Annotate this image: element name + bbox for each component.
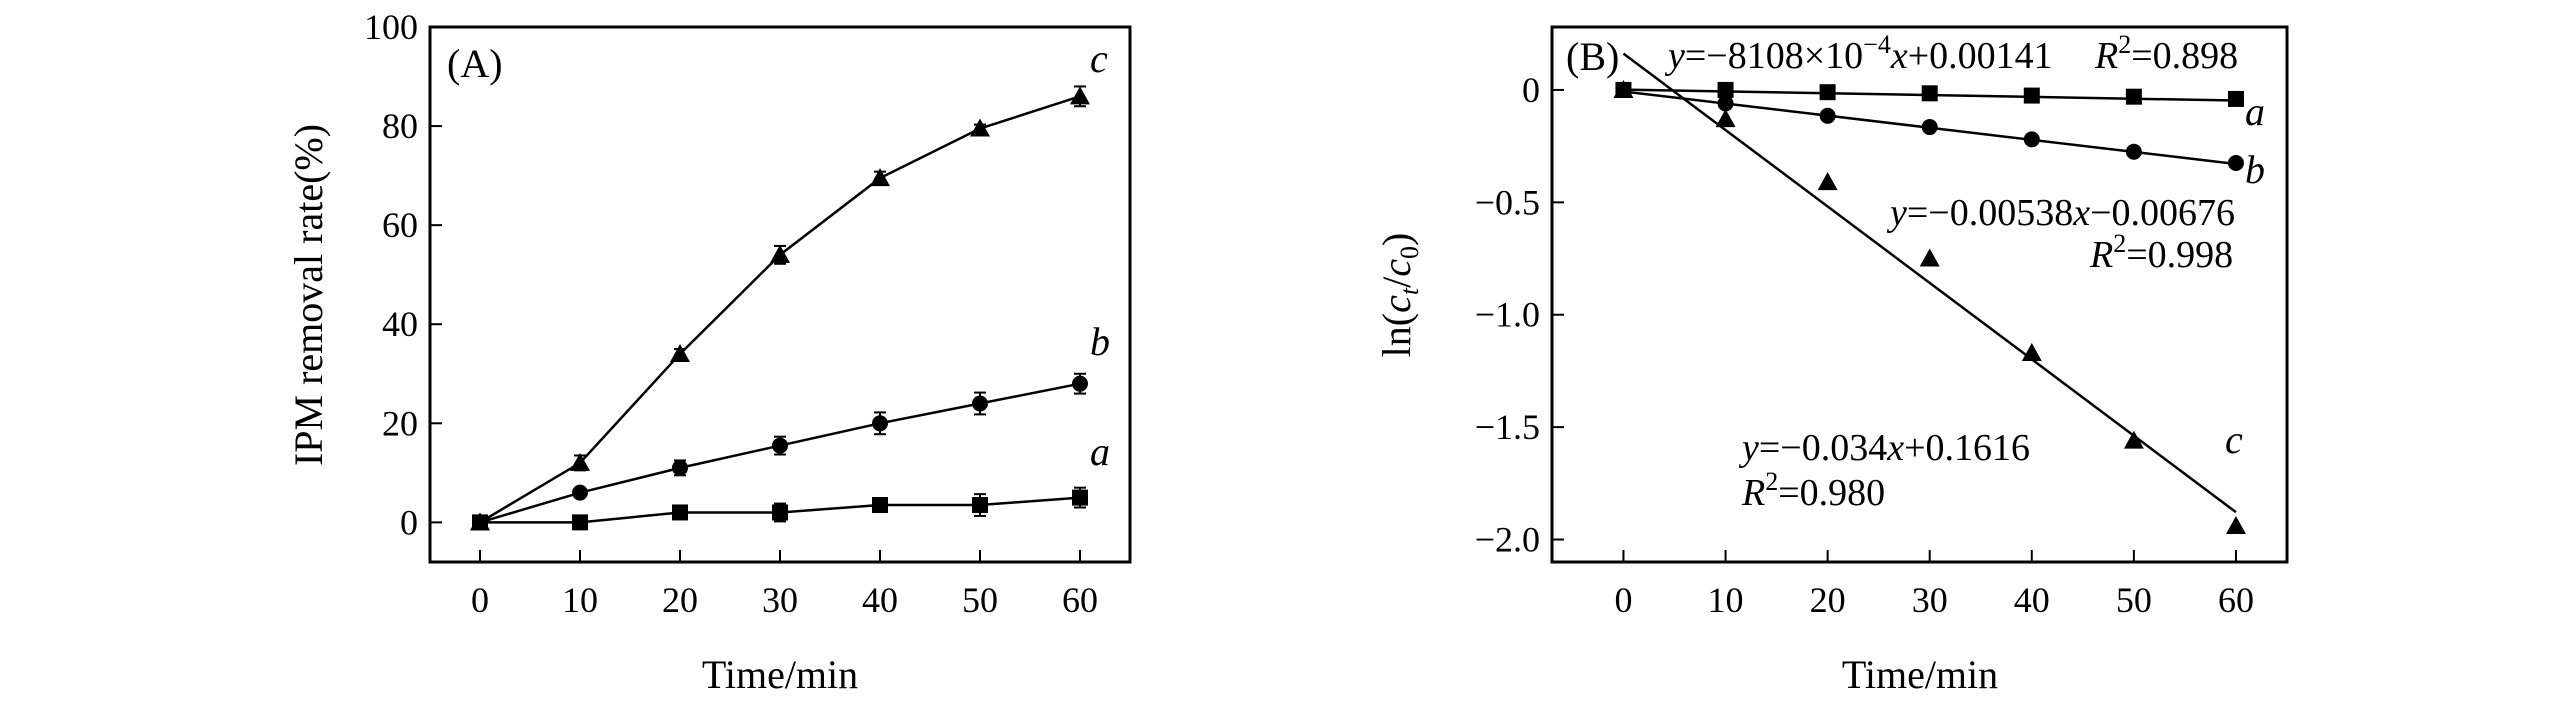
panel-b-point-a — [2227, 90, 2244, 107]
panel-a-y-ticks: 0 20 40 60 80 100 — [364, 7, 442, 542]
panel-a-y-tick-label: 80 — [382, 106, 418, 146]
panel-b-r2-b: R2=0.998 — [2089, 229, 2233, 276]
panel-b-point-b — [1819, 107, 1836, 124]
panel-b-point-c — [2021, 342, 2042, 361]
panel-a-y-axis-label: IPM removal rate(%) — [286, 124, 331, 466]
panel-b-point-c — [1613, 79, 1634, 98]
panel-a-point-c — [670, 343, 690, 362]
panel-a-x-tick-label: 10 — [562, 580, 598, 620]
panel-a-y-tick-label: 20 — [382, 403, 418, 443]
panel-a-point-c — [870, 168, 890, 187]
panel-a-y-tick-label: 0 — [400, 502, 418, 542]
panel-b-point-c — [1919, 248, 1940, 267]
panel-a-point-c — [1070, 86, 1090, 105]
panel-b-x-axis-label: Time/min — [1842, 652, 1998, 697]
panel-a-x-axis-label: Time/min — [702, 652, 858, 697]
panel-a-x-tick-label: 30 — [762, 580, 798, 620]
panel-b-y-axis-label: ln(ct/c0) — [1374, 233, 1424, 358]
panel-a-point-b — [972, 395, 988, 412]
panel-b-point-b — [1921, 119, 1938, 136]
panel-b-point-c — [2123, 430, 2144, 449]
panel-a-x-ticks: 0 10 20 30 40 50 60 — [471, 550, 1098, 620]
panel-b-point-a — [2023, 87, 2040, 104]
panel-a-point-c — [470, 512, 490, 531]
panel-b-point-b — [2023, 131, 2040, 148]
panel-b-x-tick-label: 40 — [2014, 580, 2050, 620]
panel-a-y-tick-label: 100 — [364, 7, 418, 47]
panel-b-x-tick-label: 50 — [2116, 580, 2152, 620]
panel-b-point-a — [2125, 88, 2142, 105]
panel-a-point-a — [1072, 489, 1088, 506]
panel-b-point-b — [2227, 154, 2244, 171]
panel-a-point-a — [872, 497, 888, 514]
panel-b-r2-a: R2=0.898 — [2094, 30, 2238, 77]
panel-b-point-c — [1817, 172, 1838, 191]
panel-a-point-b — [872, 415, 888, 432]
panel-a-point-c — [970, 118, 990, 137]
panel-b-y-tick-label: −1.5 — [1475, 407, 1540, 447]
panel-b-point-c — [2225, 516, 2246, 535]
panel-a-curve-label-a: a — [1090, 429, 1110, 474]
panel-b: (B) 0 −0.5 −1.0 −1.5 −2.0 0 10 20 30 40 50 60 Time… — [1374, 25, 2289, 697]
panel-b-tag: (B) — [1566, 34, 1619, 79]
panel-b-equation-b: y=−0.00538x−0.00676 — [1886, 192, 2235, 234]
panel-b-point-b — [2125, 143, 2142, 160]
panel-a-point-b — [772, 437, 788, 454]
panel-b-curve-label-b: b — [2245, 147, 2265, 192]
panel-b-r2-c: R2=0.980 — [1741, 467, 1885, 514]
panel-a-point-a — [672, 504, 688, 521]
panel-b-x-tick-label: 60 — [2218, 580, 2254, 620]
panel-a-point-a — [772, 504, 788, 521]
panel-a-curve-label-b: b — [1090, 319, 1110, 364]
panel-a-curve-label-c: c — [1090, 36, 1108, 81]
panel-a-x-tick-label: 60 — [1062, 580, 1098, 620]
panel-b-frame — [1550, 25, 2289, 564]
panel-a-point-b — [1072, 375, 1088, 392]
panel-b-x-ticks: 0 10 20 30 40 50 60 — [1614, 550, 2254, 620]
panel-b-y-tick-label: −2.0 — [1475, 520, 1540, 560]
panel-a-point-a — [972, 497, 988, 514]
panel-b-point-b — [1717, 95, 1734, 112]
panel-a-y-tick-label: 60 — [382, 205, 418, 245]
panel-b-y-ticks: 0 −0.5 −1.0 −1.5 −2.0 — [1475, 70, 1564, 560]
panel-b-curve-label-c: c — [2225, 417, 2243, 462]
panel-b-curve-label-a: a — [2245, 89, 2265, 134]
panel-b-point-c — [1715, 109, 1736, 128]
panel-b-equation-c: y=−0.034x+0.1616 — [1738, 427, 2030, 469]
panel-b-x-tick-label: 10 — [1708, 580, 1744, 620]
panel-b-equation-a: y=−8108×10−4x+0.00141 — [1664, 30, 2053, 77]
panel-b-point-a — [1921, 85, 1938, 102]
panel-a-point-c — [570, 452, 590, 471]
panel-a-y-tick-label: 40 — [382, 304, 418, 344]
panel-a-series — [470, 85, 1090, 531]
panel-a-line-c — [479, 95, 1081, 524]
panel-b-x-tick-label: 30 — [1912, 580, 1948, 620]
panel-b-point-a — [1819, 84, 1836, 101]
panel-a-x-tick-label: 40 — [862, 580, 898, 620]
panel-b-y-tick-label: −1.0 — [1475, 295, 1540, 335]
panel-b-point-a — [1717, 81, 1734, 98]
panel-a-point-b — [572, 484, 588, 501]
panel-b-series — [1613, 79, 2246, 535]
panel-b-x-tick-label: 20 — [1810, 580, 1846, 620]
panel-a-point-b — [672, 459, 688, 476]
panel-b-x-tick-label: 0 — [1614, 580, 1632, 620]
panel-a-x-tick-label: 20 — [662, 580, 698, 620]
panel-a-x-tick-label: 0 — [471, 580, 489, 620]
panel-b-y-tick-label: −0.5 — [1475, 182, 1540, 222]
panel-a-x-tick-label: 50 — [962, 580, 998, 620]
panel-a-tag: (A) — [447, 41, 503, 86]
panel-a-point-a — [572, 514, 588, 531]
panel-a-frame — [428, 25, 1132, 564]
panel-a-point-c — [770, 244, 790, 263]
panel-b-y-tick-label: 0 — [1522, 70, 1540, 110]
